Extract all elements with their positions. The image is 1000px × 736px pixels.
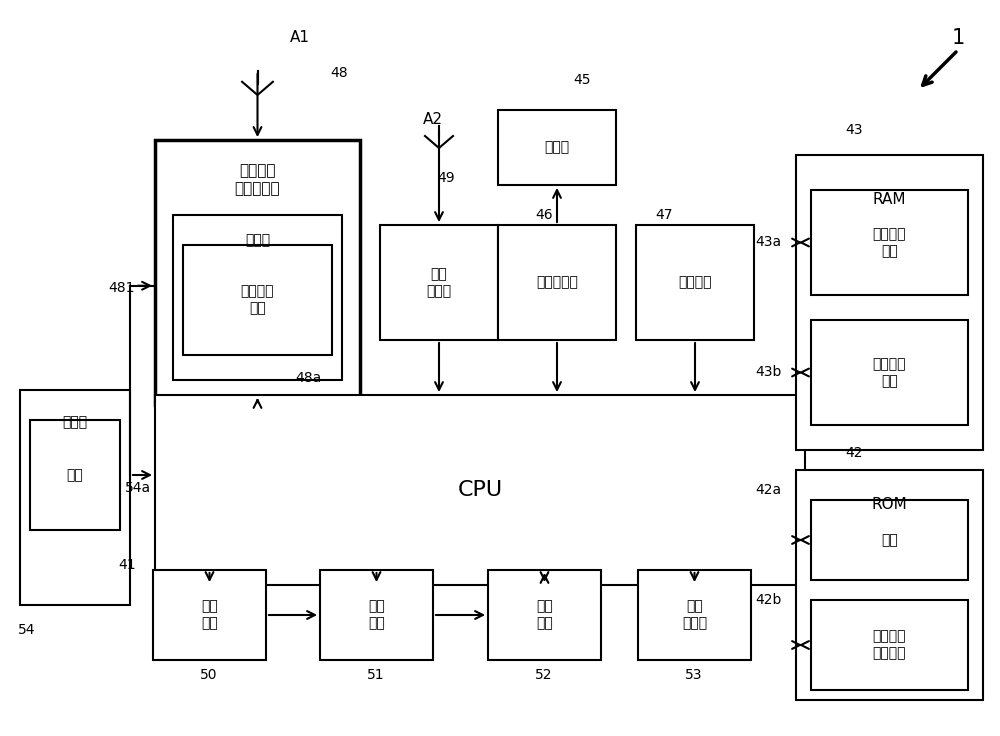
Text: 52: 52 xyxy=(535,668,553,682)
Text: 42: 42 xyxy=(845,446,862,460)
Bar xyxy=(636,225,754,340)
Text: A1: A1 xyxy=(290,30,310,46)
Bar xyxy=(30,420,120,530)
Text: 46: 46 xyxy=(535,208,553,222)
Bar xyxy=(488,570,601,660)
Text: 供电部: 供电部 xyxy=(62,415,88,429)
Text: 卫星电波
接收处理部: 卫星电波 接收处理部 xyxy=(235,163,280,197)
Bar xyxy=(183,245,332,355)
Text: 43b: 43b xyxy=(755,365,781,379)
Text: 振荡
电路: 振荡 电路 xyxy=(201,599,218,631)
Bar xyxy=(638,570,751,660)
Bar xyxy=(811,320,968,425)
Text: 50: 50 xyxy=(200,668,218,682)
Text: 51: 51 xyxy=(367,668,385,682)
Text: 程序: 程序 xyxy=(881,533,898,547)
Text: 49: 49 xyxy=(437,171,455,185)
Text: 1: 1 xyxy=(951,28,965,48)
Text: 48a: 48a xyxy=(295,371,321,385)
Text: 53: 53 xyxy=(685,668,703,682)
Text: CPU: CPU xyxy=(457,480,503,500)
Bar xyxy=(155,395,805,585)
Text: 45: 45 xyxy=(573,73,590,87)
Text: 48: 48 xyxy=(330,66,348,80)
Text: 41: 41 xyxy=(118,558,136,572)
Text: 闰秒校正
时间: 闰秒校正 时间 xyxy=(241,284,274,316)
Text: 闰秒实施
信息: 闰秒实施 信息 xyxy=(873,357,906,388)
Bar xyxy=(796,470,983,700)
Bar xyxy=(173,215,342,380)
Text: 存储部: 存储部 xyxy=(245,233,270,247)
Text: 47: 47 xyxy=(655,208,672,222)
Bar xyxy=(380,225,498,340)
Text: 显示驱动器: 显示驱动器 xyxy=(536,275,578,289)
Text: 54: 54 xyxy=(18,623,36,637)
Bar xyxy=(320,570,433,660)
Text: 当地时间
设定信息: 当地时间 设定信息 xyxy=(873,629,906,661)
Text: 481: 481 xyxy=(109,281,135,295)
Text: 显示部: 显示部 xyxy=(544,141,570,155)
Text: 操作部件: 操作部件 xyxy=(678,275,712,289)
Bar xyxy=(796,155,983,450)
Text: 长波
接收器: 长波 接收器 xyxy=(426,267,452,298)
Bar xyxy=(811,190,968,295)
Text: 电池: 电池 xyxy=(67,468,83,482)
Bar xyxy=(498,110,616,185)
Text: 54a: 54a xyxy=(125,481,151,495)
Bar xyxy=(498,225,616,340)
Bar xyxy=(811,500,968,580)
Text: ROM: ROM xyxy=(872,497,907,512)
Text: RAM: RAM xyxy=(873,192,906,207)
Text: 光量
传感器: 光量 传感器 xyxy=(682,599,707,631)
Text: 当前位置
信息: 当前位置 信息 xyxy=(873,227,906,258)
Text: A2: A2 xyxy=(423,113,443,127)
Text: 42b: 42b xyxy=(755,593,781,607)
Bar xyxy=(153,570,266,660)
Text: 计时
电路: 计时 电路 xyxy=(536,599,553,631)
Bar xyxy=(20,390,130,605)
Text: 分频
电路: 分频 电路 xyxy=(368,599,385,631)
Bar xyxy=(155,140,360,405)
Bar xyxy=(811,600,968,690)
Text: 42a: 42a xyxy=(755,483,781,497)
Text: 43a: 43a xyxy=(755,235,781,249)
Text: 43: 43 xyxy=(845,123,862,137)
